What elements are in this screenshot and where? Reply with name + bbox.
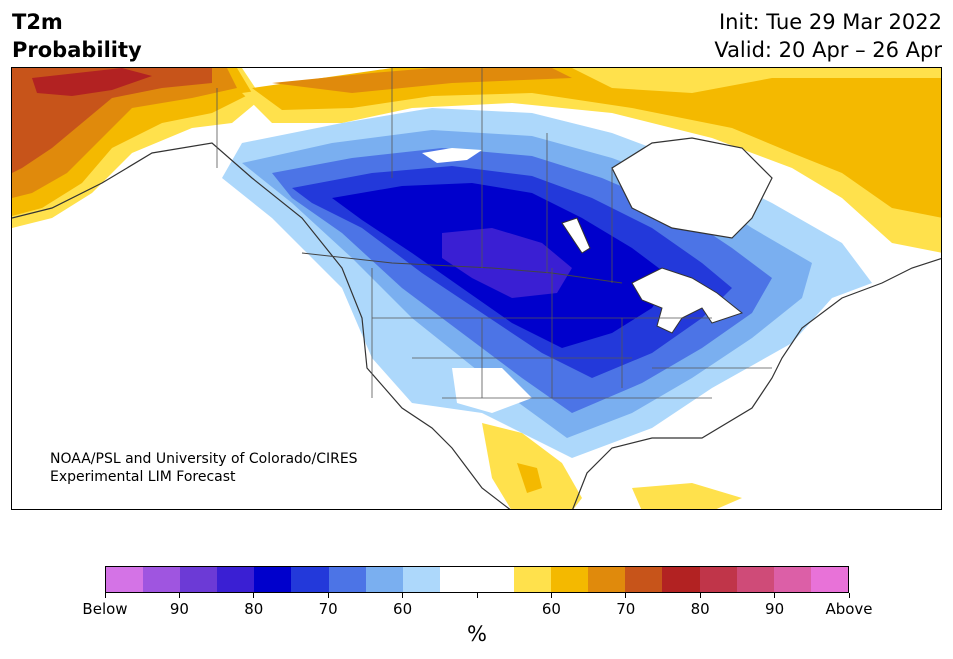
map-graphic: [12, 68, 941, 509]
cuba-warm: [632, 483, 742, 509]
colorbar-segment: [773, 567, 811, 592]
coastline-west: [12, 142, 511, 509]
title-line-1: T2m: [12, 10, 63, 34]
country-border-us-canada: [301, 252, 623, 284]
colorbar-tick: [774, 593, 776, 598]
mexico-warm-60: [482, 423, 582, 509]
province-borders: [216, 68, 613, 283]
colorbar-tick: [178, 593, 180, 598]
colorbar-tick-label: 80: [690, 600, 710, 618]
colorbar-tick: [253, 593, 255, 598]
credit-text: NOAA/PSL and University of Colorado/CIRE…: [50, 450, 358, 486]
forecast-dates: Init: Tue 29 Mar 2022 Valid: 20 Apr – 26…: [714, 8, 942, 64]
colorbar: [105, 566, 849, 593]
state-borders: [371, 268, 772, 399]
colorbar-tick-label: Above: [825, 600, 873, 618]
colorbar-segment: [476, 567, 515, 592]
colorbar-tick-label: 90: [169, 600, 189, 618]
map-title: T2m Probability: [12, 8, 142, 64]
colorbar-segment: [180, 567, 218, 592]
colorbar-tick: [625, 593, 627, 598]
colorbar-segment: [106, 567, 144, 592]
title-line-2: Probability: [12, 38, 142, 62]
colorbar-tick-label: 60: [393, 600, 413, 618]
colorbar-segment: [625, 567, 663, 592]
colorbar-segment: [514, 567, 552, 592]
canada-north-warm-80: [272, 68, 572, 93]
colorbar-segment: [699, 567, 737, 592]
colorbar-tick: [327, 593, 329, 598]
colorbar-tick: [699, 593, 701, 598]
colorbar-tick-label: 90: [765, 600, 785, 618]
great-lakes: [631, 267, 744, 334]
west-white-area: [452, 368, 532, 413]
colorbar-tick: [402, 593, 404, 598]
colorbar-tick-label: 70: [318, 600, 338, 618]
forecast-map: NOAA/PSL and University of Colorado/CIRE…: [11, 67, 942, 510]
colorbar-segment: [254, 567, 292, 592]
colorbar-tick-label: 80: [244, 600, 264, 618]
coastline-hudson: [611, 137, 773, 239]
init-date: Init: Tue 29 Mar 2022: [718, 10, 942, 34]
colorbar-segment: [402, 567, 440, 592]
colorbar-segment: [736, 567, 774, 592]
credit-line-2: Experimental LIM Forecast: [50, 469, 236, 485]
colorbar-unit: %: [467, 622, 487, 646]
colorbar-segment: [810, 567, 848, 592]
mexico-warm-70: [517, 463, 542, 493]
cold-max: [442, 228, 572, 298]
colorbar-segment: [328, 567, 366, 592]
canada-north-warm-70: [252, 68, 941, 218]
colorbar-tick: [476, 593, 478, 598]
colorbar-tick: [550, 593, 552, 598]
colorbar-tick-label: 70: [616, 600, 636, 618]
alaska-warm-max: [32, 68, 152, 96]
colorbar-segment: [551, 567, 589, 592]
colorbar-segment: [365, 567, 403, 592]
colorbar-segment: [588, 567, 626, 592]
lake-winnipeg: [561, 217, 591, 254]
colorbar-tick: [104, 593, 106, 598]
colorbar-tick-label: Below: [82, 600, 128, 618]
colorbar-segment: [143, 567, 181, 592]
colorbar-segment: [217, 567, 255, 592]
coastline-gulf: [572, 258, 941, 509]
colorbar-segment: [439, 567, 477, 592]
credit-line-1: NOAA/PSL and University of Colorado/CIRE…: [50, 451, 358, 467]
colorbar-tick-label: 60: [541, 600, 561, 618]
colorbar-segment: [662, 567, 700, 592]
great-bear-lake: [422, 148, 482, 163]
colorbar-tick: [848, 593, 850, 598]
colorbar-segment: [291, 567, 329, 592]
valid-range: Valid: 20 Apr – 26 Apr: [714, 38, 942, 62]
